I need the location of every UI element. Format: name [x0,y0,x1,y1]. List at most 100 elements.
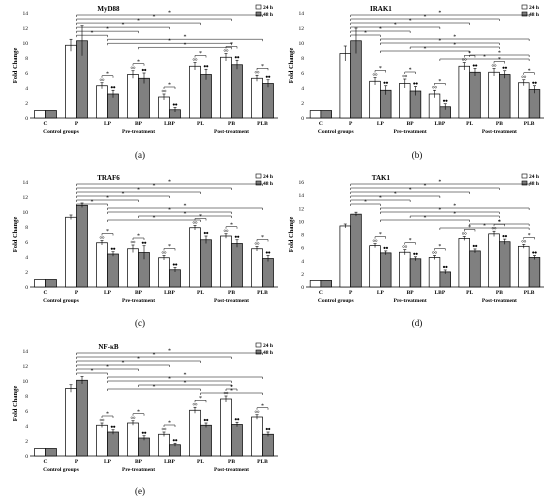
panel-label: (a) [135,150,145,160]
y-axis-label: Fold Change [12,386,19,422]
significance-bracket [107,388,201,391]
bar-P-24h [65,44,77,119]
significance-star: * [394,23,397,29]
bar-LP-24h [96,424,108,457]
pair-bracket [132,237,145,240]
significance-bracket [107,207,263,210]
y-tick-label: 6 [25,71,28,77]
pair-bracket [163,248,176,251]
significance-bracket [350,199,411,202]
significance-mark [164,89,167,93]
legend-label-24h: 24 h [529,5,539,11]
x-tick-label-C: C [44,290,48,296]
pair-star: * [498,57,501,63]
x-tick-label-BP: BP [407,121,415,127]
x-tick-label-LBP: LBP [164,459,175,465]
significance-mark [432,86,435,89]
y-tick-label: 4 [25,424,28,430]
significance-mark [372,73,375,76]
significance-mark [265,251,268,254]
bar-PB-48h [231,243,243,288]
x-tick-label-P: P [349,121,353,127]
pair-star: * [409,68,412,74]
significance-mark [133,240,136,244]
legend-label-48h: 48 h [263,181,273,187]
y-tick-label: 14 [299,193,305,199]
significance-star: * [409,188,412,194]
group-label: Pre-treatment [394,129,427,135]
bar-C-48h [45,448,57,457]
x-tick-label-LP: LP [104,121,112,127]
significance-star: * [184,35,187,41]
significance-bracket [107,219,201,222]
significance-star: * [364,200,367,206]
bar-PLB-48h [528,257,541,288]
group-label: Pre-treatment [394,298,427,304]
chart-title: TRAF6 [97,174,120,182]
bar-PL-24h [189,227,201,288]
x-tick-label-PL: PL [466,121,473,127]
significance-bracket [76,195,170,198]
significance-star: * [379,196,382,202]
significance-mark [234,418,237,421]
bar-C-48h [320,280,332,288]
x-tick-label-PB: PB [496,121,503,127]
x-tick-label-P: P [75,290,79,296]
significance-mark [385,81,389,84]
bar-PL-48h [469,71,481,119]
x-tick-label-PLB: PLB [524,121,535,127]
significance-mark [502,66,505,69]
significance-mark [265,75,268,78]
significance-mark [226,49,229,52]
significance-mark [144,68,147,72]
legend-label-24h: 24 h [263,174,273,180]
bar-LP-24h [96,85,108,119]
significance-mark [532,81,535,84]
significance-mark [113,86,116,89]
significance-mark [175,103,178,106]
bar-LP-24h [369,80,381,119]
significance-mark [254,71,257,74]
significance-star: * [153,184,156,190]
x-tick-label-PL: PL [197,290,204,296]
bar-P-24h [65,216,77,288]
significance-star: * [168,39,171,45]
significance-mark [445,265,448,269]
pair-bracket [225,46,238,49]
pair-star: * [468,225,471,231]
x-tick-label-P: P [75,459,79,465]
pair-bracket [194,55,207,58]
pair-bracket [225,226,238,229]
significance-bracket [76,352,263,355]
significance-star: * [153,216,156,222]
significance-mark [475,244,478,248]
group-label: Control groups [318,129,354,135]
y-axis-label: Fold Change [12,48,19,84]
significance-mark [144,431,147,434]
significance-mark [133,416,136,419]
bar-PB-24h [488,71,500,119]
y-tick-label: 6 [301,246,304,252]
bar-PB-48h [499,74,511,119]
significance-mark [413,252,416,255]
bar-C-48h [320,110,332,119]
panel-label: (e) [135,486,145,496]
significance-mark [223,229,226,232]
significance-bracket [76,18,232,22]
y-tick-label: 8 [25,225,28,231]
significance-mark [161,251,164,254]
significance-mark [434,251,437,254]
bar-PLB-48h [262,83,274,119]
significance-mark [521,240,524,243]
x-tick-label-LP: LP [377,290,385,296]
significance-bracket [76,368,139,371]
significance-bracket [76,364,170,367]
significance-mark [442,265,446,269]
bar-LBP-48h [169,444,181,457]
pair-bracket [194,400,207,403]
legend-swatch-24h [521,173,528,179]
significance-star: * [364,31,367,37]
legend-swatch-24h [255,4,262,10]
